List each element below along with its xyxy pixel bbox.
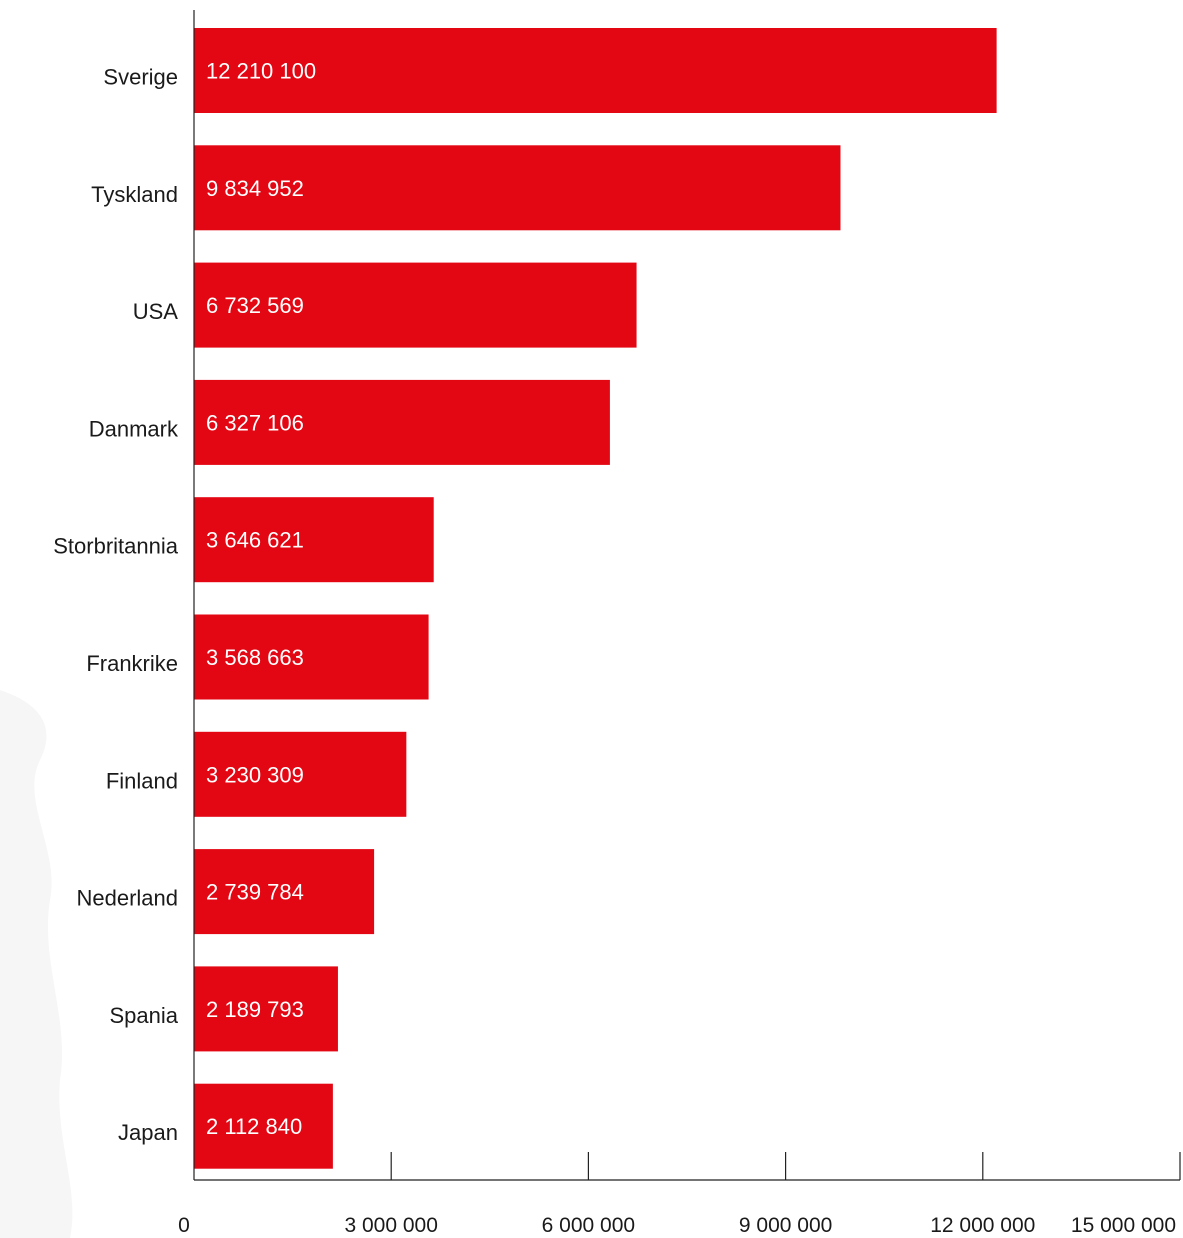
x-tick-label: 6 000 000 <box>542 1214 635 1237</box>
axes-group <box>193 10 1180 1181</box>
bar-value-label: 6 327 106 <box>206 410 304 435</box>
bar-value-label: 2 739 784 <box>206 880 304 905</box>
category-label: Finland <box>106 768 178 793</box>
bars-group <box>194 28 997 1169</box>
background-decoration <box>0 690 73 1238</box>
bar-value-label: 2 112 840 <box>206 1114 302 1139</box>
bar-value-label: 12 210 100 <box>206 59 316 84</box>
bar-spania <box>194 966 338 1052</box>
bar-danmark <box>194 379 610 465</box>
bar-tyskland <box>194 145 841 231</box>
category-label: Nederland <box>76 886 178 911</box>
bar-storbritannia <box>194 497 434 583</box>
bar-finland <box>194 731 407 817</box>
category-label: Spania <box>109 1003 178 1028</box>
bar-value-label: 6 732 569 <box>206 293 304 318</box>
bar-value-label: 9 834 952 <box>206 176 304 201</box>
bar-usa <box>194 262 637 348</box>
x-tick-label: 9 000 000 <box>739 1214 832 1237</box>
category-label: Sverige <box>103 65 178 90</box>
category-labels-group: Sverige Tyskland USA Danmark Storbritannia Fr… <box>53 65 179 1146</box>
category-label: Japan <box>118 1120 178 1145</box>
x-tick-label: 0 <box>178 1214 190 1237</box>
bar-sverige <box>194 28 997 113</box>
category-label: Frankrike <box>86 651 178 676</box>
bar-value-label: 3 230 309 <box>206 762 304 787</box>
category-label: USA <box>133 299 179 324</box>
x-tick-label: 3 000 000 <box>344 1214 437 1237</box>
category-label: Tyskland <box>91 182 178 207</box>
x-tick-label: 15 000 000 <box>1071 1214 1176 1237</box>
value-labels-group: 12 210 100 9 834 952 6 732 569 6 327 106 3 6… <box>206 59 316 1140</box>
bar-value-label: 3 568 663 <box>206 645 304 670</box>
bar-value-label: 2 189 793 <box>206 997 304 1022</box>
category-label: Storbritannia <box>53 534 179 559</box>
x-tick-label: 12 000 000 <box>930 1214 1035 1237</box>
bar-value-label: 3 646 621 <box>206 528 304 553</box>
bar-frankrike <box>194 614 429 700</box>
bar-nederland <box>194 849 375 935</box>
bar-japan <box>194 1083 333 1169</box>
ticks-group: 0 3 000 000 6 000 000 9 000 000 12 000 000 15… <box>178 1152 1181 1237</box>
category-label: Danmark <box>89 416 179 441</box>
